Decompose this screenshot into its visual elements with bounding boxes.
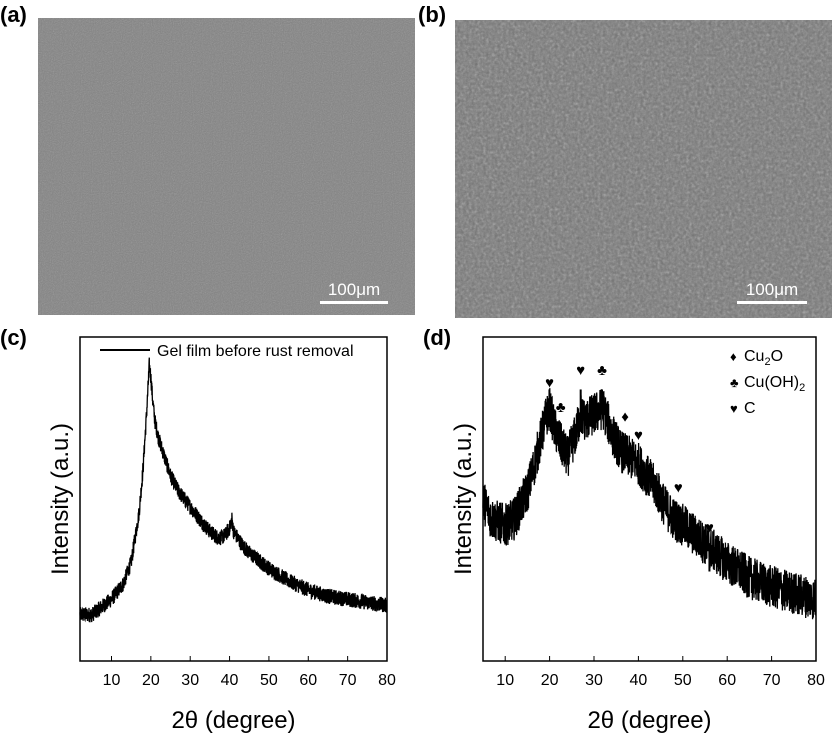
chart-d: 10 20 30 40 50 60 70 80 2θ (degree) Intensity (a.… [450, 336, 825, 734]
legend-label: Gel film before rust removal [157, 343, 354, 360]
x-tick-label: 70 [339, 672, 357, 689]
peak-marker: ♦ [621, 408, 629, 425]
legend-symbol: ♥ [730, 401, 738, 416]
x-axis-label: 2θ (degree) [587, 707, 711, 734]
x-tick-label: 50 [674, 672, 692, 689]
panel-label-a: (a) [0, 2, 27, 27]
panel-label-c: (c) [0, 325, 27, 350]
y-axis-label: Intensity (a.u.) [47, 423, 74, 575]
x-tick-label: 10 [496, 672, 514, 689]
x-tick-label: 60 [718, 672, 736, 689]
panel-label-b: (b) [418, 2, 447, 27]
legend-symbol: ♦ [730, 349, 737, 364]
scale-bar-label: 100μm [327, 280, 381, 299]
x-tick-label: 30 [585, 672, 603, 689]
scale-bar-label: 100μm [745, 280, 799, 299]
x-tick-label: 40 [630, 672, 648, 689]
x-tick-label: 20 [142, 672, 160, 689]
x-tick-label: 70 [763, 672, 781, 689]
legend-label: Cu2O [744, 348, 783, 368]
legend: Gel film before rust removal [100, 343, 354, 360]
legend: ♦ Cu2O ♣ Cu(OH)2 ♥ C [730, 348, 805, 417]
legend-label: C [744, 400, 756, 417]
x-tick-label: 40 [221, 672, 239, 689]
scale-bar-b: 100μm [737, 280, 807, 304]
scale-bar-a: 100μm [320, 280, 388, 304]
peak-marker: ♥ [576, 362, 585, 379]
y-axis-label: Intensity (a.u.) [450, 423, 477, 575]
sem-image-b: 100μm [455, 20, 832, 318]
x-tick-label: 80 [378, 672, 396, 689]
x-tick-label: 10 [103, 672, 121, 689]
x-axis-label: 2θ (degree) [171, 707, 295, 734]
peak-marker: ♥ [674, 479, 683, 496]
peak-marker: ♣ [597, 362, 607, 379]
sem-image-a: 100μm [38, 18, 415, 315]
plot-frame [79, 336, 388, 662]
x-tick-label: 60 [299, 672, 317, 689]
legend-label: Cu(OH)2 [744, 374, 805, 394]
x-tick-label: 20 [541, 672, 559, 689]
chart-c: 10 20 30 40 50 60 70 80 2θ (degree) Intensity (a.… [47, 336, 396, 734]
x-tick-label: 80 [807, 672, 825, 689]
peak-marker: ♣ [556, 399, 566, 416]
x-tick-label: 50 [260, 672, 278, 689]
data-line-sample [482, 388, 817, 620]
peak-marker: ♥ [545, 374, 554, 391]
peak-marker: ♥ [705, 519, 714, 536]
data-line-gel-film-before-rust-removal [79, 357, 388, 623]
x-tick-label: 30 [181, 672, 199, 689]
peak-marker: ♥ [634, 427, 643, 444]
panel-label-d: (d) [423, 325, 452, 350]
legend-symbol: ♣ [730, 375, 739, 390]
